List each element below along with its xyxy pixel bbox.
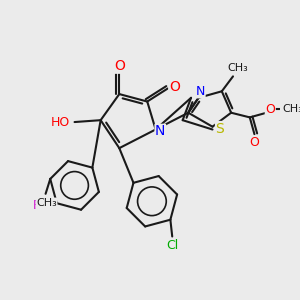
Text: N: N [155, 124, 166, 138]
Text: N: N [196, 85, 205, 98]
Text: CH₃: CH₃ [227, 63, 248, 73]
Text: O: O [265, 103, 275, 116]
Text: CH₃: CH₃ [36, 198, 57, 208]
Text: S: S [216, 122, 224, 136]
Text: O: O [114, 59, 125, 73]
Text: O: O [169, 80, 180, 94]
Text: F: F [33, 199, 40, 212]
Text: CH₃: CH₃ [282, 104, 300, 114]
Text: HO: HO [51, 116, 70, 128]
Text: O: O [250, 136, 260, 149]
Text: Cl: Cl [166, 239, 178, 252]
